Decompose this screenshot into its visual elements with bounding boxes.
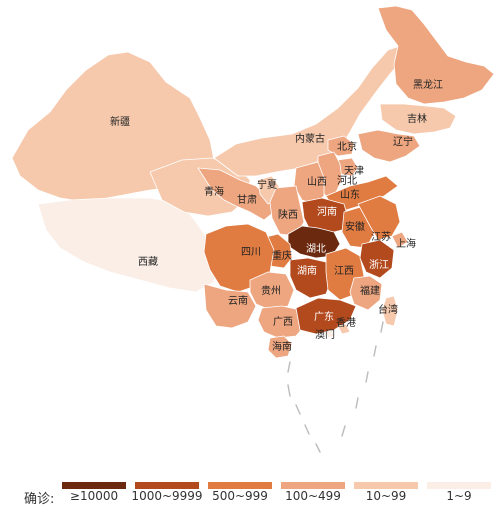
map-legend: 确诊: ≥10000 1000~9999 500~999 100~499 10~99 1~… (0, 480, 500, 507)
legend-label-0: ≥10000 (69, 489, 119, 503)
region-label-8: 辽宁 (393, 137, 413, 148)
region-label-25: 贵州 (261, 286, 281, 297)
region-label-33: 海南 (272, 342, 292, 353)
region-label-27: 福建 (360, 286, 380, 297)
china-map (11, 5, 495, 453)
region-label-24: 浙江 (369, 260, 389, 271)
region-24 (359, 239, 395, 279)
region-9 (327, 135, 355, 157)
region-27 (349, 275, 383, 311)
region-label-28: 台湾 (378, 305, 398, 316)
legend-label-2: 500~999 (212, 489, 268, 503)
region-32 (325, 329, 335, 339)
region-22 (289, 257, 333, 299)
region-label-1: 西藏 (138, 257, 158, 268)
region-label-17: 江苏 (371, 232, 391, 243)
legend-swatch-1 (135, 482, 199, 489)
region-label-11: 河北 (337, 176, 357, 187)
region-25 (249, 271, 295, 311)
legend-label-4: 10~99 (365, 489, 407, 503)
region-label-21: 四川 (241, 247, 261, 258)
region-label-5: 宁夏 (257, 180, 277, 191)
region-17 (357, 195, 401, 241)
region-18 (391, 231, 409, 249)
region-28 (381, 295, 399, 327)
region-label-22: 湖南 (297, 266, 317, 277)
region-label-7: 吉林 (407, 114, 427, 125)
region-4 (197, 167, 275, 221)
legend-title: 确诊: (24, 492, 55, 507)
region-8 (357, 129, 421, 163)
region-label-15: 河南 (317, 207, 337, 218)
region-26 (203, 283, 257, 329)
region-label-32: 澳门 (315, 330, 335, 341)
legend-swatch-5 (427, 482, 491, 489)
region-label-23: 江西 (334, 266, 354, 277)
legend-swatch-4 (354, 482, 418, 489)
region-19 (287, 225, 341, 259)
region-label-2: 青海 (204, 187, 224, 198)
region-label-6: 黑龙江 (413, 80, 443, 91)
region-label-4: 甘肃 (237, 195, 257, 206)
region-7 (379, 103, 457, 135)
region-label-16: 安徽 (345, 222, 365, 233)
region-29 (257, 305, 307, 339)
region-6 (377, 5, 495, 105)
region-label-18: 上海 (396, 239, 416, 250)
region-label-0: 新疆 (110, 117, 130, 128)
legend-swatch-3 (281, 482, 345, 489)
region-label-12: 山西 (307, 177, 327, 188)
region-label-30: 广东 (314, 312, 334, 323)
region-label-20: 重庆 (272, 251, 292, 262)
region-label-10: 天津 (344, 166, 364, 177)
region-label-26: 云南 (228, 296, 248, 307)
region-1 (37, 197, 219, 293)
region-label-9: 北京 (337, 142, 357, 153)
legend-swatch-2 (208, 482, 272, 489)
region-label-29: 广西 (273, 317, 293, 328)
legend-swatch-0 (62, 482, 126, 489)
region-label-3: 内蒙古 (295, 134, 325, 145)
region-label-13: 山东 (340, 190, 360, 201)
region-label-14: 陕西 (278, 210, 298, 221)
legend-label-5: 1~9 (446, 489, 472, 503)
region-label-19: 湖北 (306, 244, 326, 255)
legend-label-1: 1000~9999 (131, 489, 203, 503)
region-31 (337, 323, 351, 335)
region-33 (267, 335, 293, 359)
legend-label-3: 100~499 (285, 489, 341, 503)
region-label-31: 香港 (336, 318, 356, 329)
